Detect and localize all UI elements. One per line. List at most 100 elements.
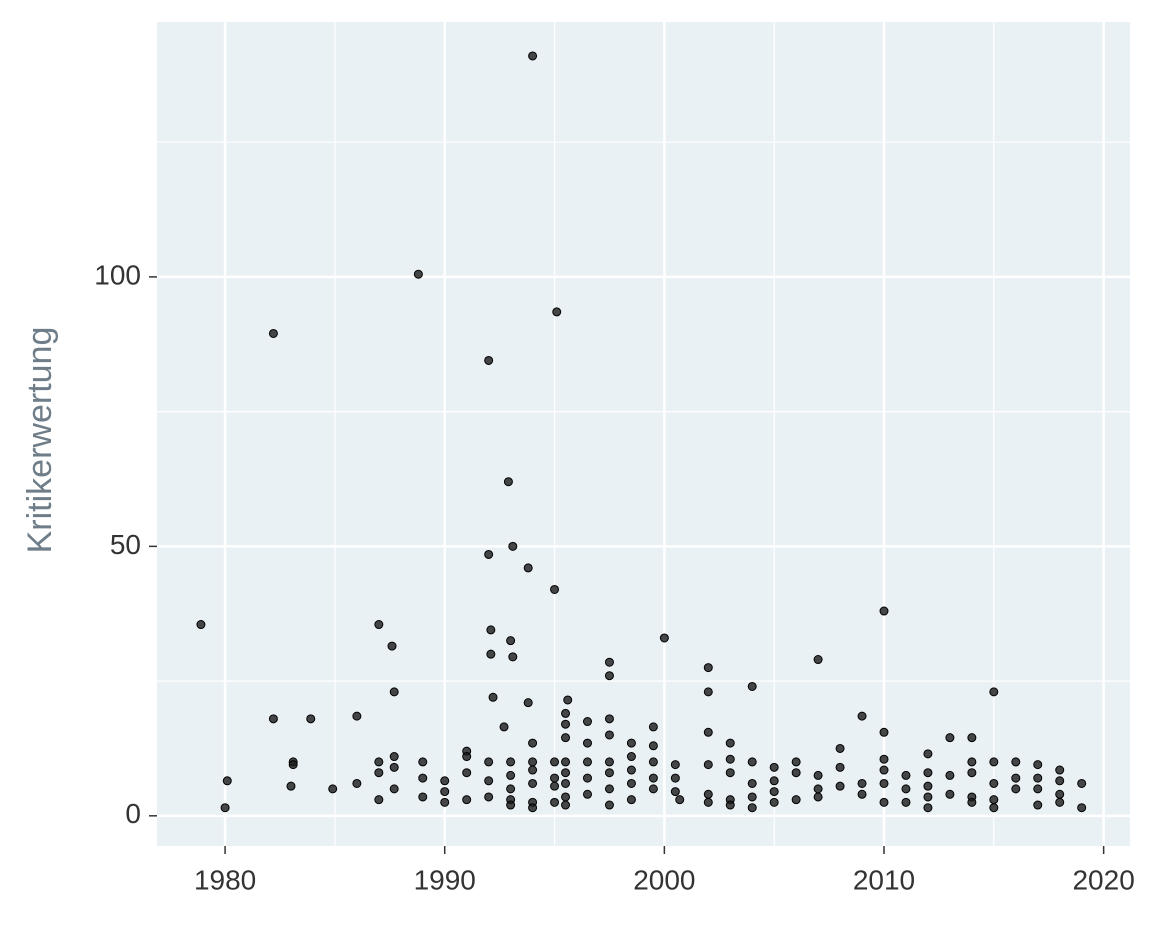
- point: [1033, 773, 1043, 783]
- point: [703, 687, 713, 697]
- point: [879, 727, 889, 737]
- point: [582, 789, 592, 799]
- point: [1055, 765, 1065, 775]
- point: [486, 625, 496, 635]
- point: [389, 687, 399, 697]
- point: [352, 778, 362, 788]
- point: [626, 795, 636, 805]
- point: [1011, 784, 1021, 794]
- point: [506, 784, 516, 794]
- point: [747, 681, 757, 691]
- point: [1055, 797, 1065, 807]
- point: [725, 738, 735, 748]
- point: [670, 760, 680, 770]
- point: [989, 803, 999, 813]
- point: [1033, 760, 1043, 770]
- point: [769, 762, 779, 772]
- point: [220, 803, 230, 813]
- point: [506, 636, 516, 646]
- point: [967, 757, 977, 767]
- point: [440, 787, 450, 797]
- point: [791, 795, 801, 805]
- point: [506, 800, 516, 810]
- point: [703, 789, 713, 799]
- plot-panel: [157, 22, 1130, 846]
- point: [486, 649, 496, 659]
- point: [1011, 773, 1021, 783]
- point: [813, 770, 823, 780]
- point: [626, 752, 636, 762]
- point: [1055, 776, 1065, 786]
- point: [563, 695, 573, 705]
- point: [506, 770, 516, 780]
- point: [484, 355, 494, 365]
- point: [389, 752, 399, 762]
- point: [528, 738, 538, 748]
- point: [835, 743, 845, 753]
- point: [989, 778, 999, 788]
- point: [604, 730, 614, 740]
- point: [747, 803, 757, 813]
- point: [670, 787, 680, 797]
- point: [923, 781, 933, 791]
- point: [967, 733, 977, 743]
- point: [604, 784, 614, 794]
- point: [857, 778, 867, 788]
- point: [550, 781, 560, 791]
- point: [879, 797, 889, 807]
- point: [484, 776, 494, 786]
- point: [268, 714, 278, 724]
- point: [389, 784, 399, 794]
- point: [286, 781, 296, 791]
- point: [769, 776, 779, 786]
- point: [550, 757, 560, 767]
- point: [418, 757, 428, 767]
- point: [747, 778, 757, 788]
- point: [1077, 803, 1087, 813]
- point: [1055, 789, 1065, 799]
- point: [499, 722, 509, 732]
- point: [1011, 757, 1021, 767]
- point: [550, 584, 560, 594]
- point: [561, 757, 571, 767]
- point: [989, 757, 999, 767]
- point: [901, 770, 911, 780]
- point: [582, 773, 592, 783]
- point: [604, 714, 614, 724]
- point: [374, 768, 384, 778]
- point: [528, 757, 538, 767]
- point: [582, 738, 592, 748]
- point: [747, 757, 757, 767]
- point: [967, 768, 977, 778]
- x-tick-label: 1990: [414, 864, 476, 895]
- point: [196, 620, 206, 630]
- point: [923, 768, 933, 778]
- point: [648, 741, 658, 751]
- point: [288, 760, 298, 770]
- point: [387, 641, 397, 651]
- point: [462, 752, 472, 762]
- point: [857, 789, 867, 799]
- point: [703, 727, 713, 737]
- point: [374, 757, 384, 767]
- y-tick-label: 50: [110, 529, 141, 560]
- point: [1033, 784, 1043, 794]
- point: [523, 563, 533, 573]
- point: [670, 773, 680, 783]
- point: [523, 698, 533, 708]
- point: [835, 781, 845, 791]
- point: [561, 778, 571, 788]
- y-tick-label: 0: [125, 798, 141, 829]
- point: [561, 733, 571, 743]
- point: [791, 757, 801, 767]
- point: [503, 477, 513, 487]
- point: [508, 652, 518, 662]
- point: [703, 797, 713, 807]
- point: [648, 722, 658, 732]
- point: [879, 778, 889, 788]
- point: [769, 797, 779, 807]
- point: [835, 762, 845, 772]
- point: [879, 606, 889, 616]
- x-tick-label: 2010: [853, 864, 915, 895]
